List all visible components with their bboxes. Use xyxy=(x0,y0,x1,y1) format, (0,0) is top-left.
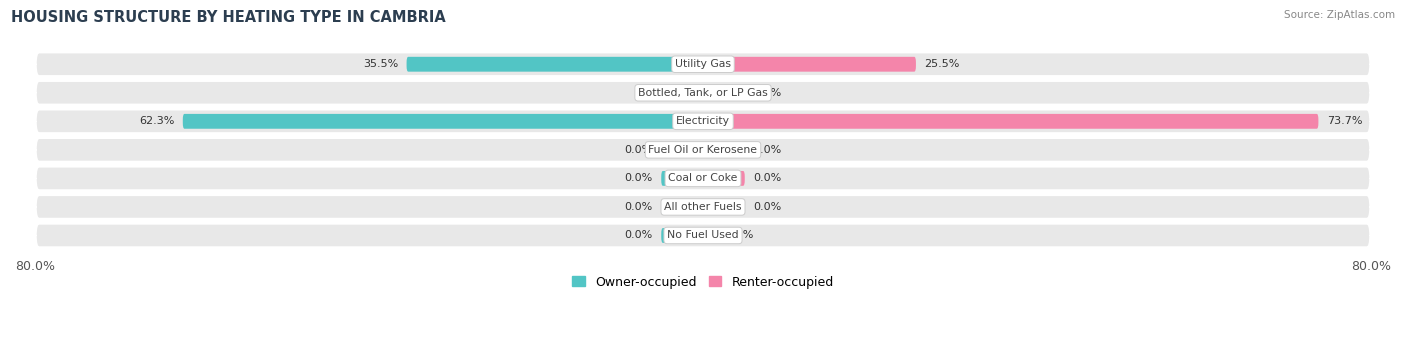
FancyBboxPatch shape xyxy=(703,85,745,100)
Text: 0.0%: 0.0% xyxy=(624,231,652,240)
FancyBboxPatch shape xyxy=(661,199,703,214)
Text: Source: ZipAtlas.com: Source: ZipAtlas.com xyxy=(1284,10,1395,20)
Text: 35.5%: 35.5% xyxy=(363,59,398,69)
Text: 0.0%: 0.0% xyxy=(754,173,782,183)
Text: Coal or Coke: Coal or Coke xyxy=(668,173,738,183)
Text: 0.0%: 0.0% xyxy=(754,202,782,212)
Text: 0.0%: 0.0% xyxy=(624,202,652,212)
FancyBboxPatch shape xyxy=(183,114,703,129)
FancyBboxPatch shape xyxy=(35,52,1371,77)
FancyBboxPatch shape xyxy=(703,199,745,214)
FancyBboxPatch shape xyxy=(406,57,703,72)
Text: 25.5%: 25.5% xyxy=(924,59,960,69)
Text: 62.3%: 62.3% xyxy=(139,116,174,126)
Text: 0.0%: 0.0% xyxy=(754,145,782,155)
FancyBboxPatch shape xyxy=(35,80,1371,105)
FancyBboxPatch shape xyxy=(683,85,703,100)
FancyBboxPatch shape xyxy=(661,171,703,186)
Text: 2.3%: 2.3% xyxy=(647,88,675,98)
Text: 0.0%: 0.0% xyxy=(624,145,652,155)
Text: HOUSING STRUCTURE BY HEATING TYPE IN CAMBRIA: HOUSING STRUCTURE BY HEATING TYPE IN CAM… xyxy=(11,10,446,25)
Text: Utility Gas: Utility Gas xyxy=(675,59,731,69)
FancyBboxPatch shape xyxy=(703,228,710,243)
FancyBboxPatch shape xyxy=(703,114,1319,129)
FancyBboxPatch shape xyxy=(35,223,1371,248)
FancyBboxPatch shape xyxy=(35,166,1371,191)
FancyBboxPatch shape xyxy=(661,228,703,243)
FancyBboxPatch shape xyxy=(35,109,1371,134)
Text: 0.0%: 0.0% xyxy=(624,173,652,183)
FancyBboxPatch shape xyxy=(703,143,745,157)
Text: 73.7%: 73.7% xyxy=(1327,116,1362,126)
Legend: Owner-occupied, Renter-occupied: Owner-occupied, Renter-occupied xyxy=(568,271,838,294)
Text: 0.81%: 0.81% xyxy=(718,231,754,240)
Text: Fuel Oil or Kerosene: Fuel Oil or Kerosene xyxy=(648,145,758,155)
FancyBboxPatch shape xyxy=(35,194,1371,220)
FancyBboxPatch shape xyxy=(703,171,745,186)
Text: Bottled, Tank, or LP Gas: Bottled, Tank, or LP Gas xyxy=(638,88,768,98)
Text: 0.0%: 0.0% xyxy=(754,88,782,98)
FancyBboxPatch shape xyxy=(35,137,1371,162)
Text: No Fuel Used: No Fuel Used xyxy=(668,231,738,240)
FancyBboxPatch shape xyxy=(703,57,915,72)
Text: Electricity: Electricity xyxy=(676,116,730,126)
FancyBboxPatch shape xyxy=(661,143,703,157)
Text: All other Fuels: All other Fuels xyxy=(664,202,742,212)
